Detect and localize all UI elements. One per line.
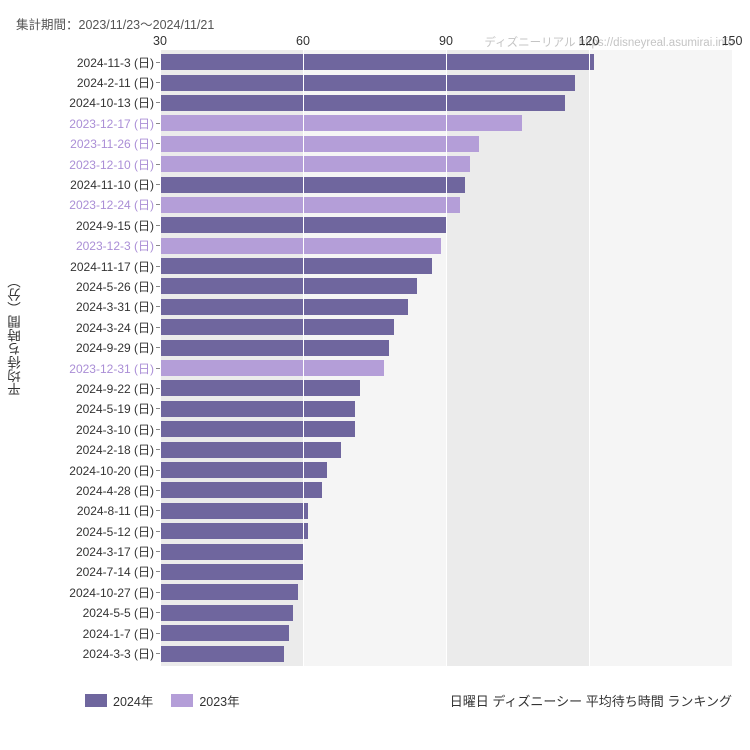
bar (160, 95, 565, 111)
y-tick-label: 2024-11-10 (日) (70, 176, 154, 193)
bar (160, 177, 465, 193)
y-tick-label: 2024-2-18 (日) (76, 441, 154, 458)
bar (160, 380, 360, 396)
y-tick-label: 2024-9-22 (日) (76, 380, 154, 397)
bar (160, 299, 408, 315)
y-tick-label: 2023-12-17 (日) (69, 115, 154, 132)
y-tick-label: 2024-5-5 (日) (83, 604, 154, 621)
y-tick-label: 2024-11-17 (日) (70, 258, 154, 275)
y-tick-label: 2024-5-12 (日) (76, 523, 154, 540)
bar (160, 503, 308, 519)
x-tick-label: 120 (579, 34, 600, 48)
bar (160, 584, 298, 600)
x-tick-label: 150 (722, 34, 743, 48)
bar (160, 258, 432, 274)
bar (160, 54, 594, 70)
y-tick-label: 2024-2-11 (日) (77, 74, 154, 91)
gridline (446, 50, 447, 666)
bar (160, 238, 441, 254)
y-tick-label: 2024-8-11 (日) (77, 502, 154, 519)
bar (160, 278, 417, 294)
bar (160, 462, 327, 478)
bar (160, 340, 389, 356)
gridline (732, 50, 733, 666)
y-tick-label: 2023-12-24 (日) (69, 196, 154, 213)
y-tick-label: 2023-12-31 (日) (69, 360, 154, 377)
bar (160, 136, 479, 152)
subtitle-text: 集計期間：2023/11/23～2024/11/21 (16, 14, 214, 33)
bar (160, 156, 470, 172)
y-tick-label: 2024-3-24 (日) (76, 319, 154, 336)
legend-label: 2023年 (199, 691, 239, 710)
y-axis-title: 平均待ち時間（分） (6, 274, 26, 396)
gridline (160, 50, 161, 666)
y-tick-label: 2024-10-20 (日) (69, 462, 154, 479)
y-tick-label: 2024-3-31 (日) (76, 298, 154, 315)
bar (160, 544, 303, 560)
bar (160, 421, 355, 437)
legend-label: 2024年 (113, 691, 153, 710)
gridline (303, 50, 304, 666)
y-tick-label: 2023-12-3 (日) (76, 237, 154, 254)
bar (160, 625, 289, 641)
y-tick-label: 2024-5-19 (日) (76, 400, 154, 417)
bar (160, 442, 341, 458)
legend-swatch (171, 694, 193, 707)
y-tick-label: 2024-10-27 (日) (69, 584, 154, 601)
y-tick-label: 2024-1-7 (日) (83, 625, 154, 642)
x-tick-label: 30 (153, 34, 167, 48)
bar (160, 523, 308, 539)
y-tick-label: 2023-12-10 (日) (69, 156, 154, 173)
legend-item: 2023年 (171, 691, 239, 710)
chart-plot-area: 2024-11-3 (日)2024-2-11 (日)2024-10-13 (日)… (160, 50, 732, 666)
bar (160, 646, 284, 662)
y-tick-label: 2024-7-14 (日) (76, 563, 154, 580)
y-tick-label: 2023-11-26 (日) (70, 135, 154, 152)
y-tick-label: 2024-4-28 (日) (76, 482, 154, 499)
y-tick-label: 2024-9-15 (日) (76, 217, 154, 234)
bar (160, 197, 460, 213)
legend-item: 2024年 (85, 691, 153, 710)
y-tick-label: 2024-5-26 (日) (76, 278, 154, 295)
bar (160, 75, 575, 91)
x-tick-label: 90 (439, 34, 453, 48)
bar (160, 360, 384, 376)
caption-text: 日曜日 ディズニーシー 平均待ち時間 ランキング (450, 691, 732, 710)
bar (160, 319, 394, 335)
gridline (589, 50, 590, 666)
x-tick-label: 60 (296, 34, 310, 48)
bar (160, 605, 293, 621)
y-tick-label: 2024-9-29 (日) (76, 339, 154, 356)
y-tick-label: 2024-3-10 (日) (76, 421, 154, 438)
y-tick-label: 2024-3-3 (日) (83, 645, 154, 662)
bar (160, 401, 355, 417)
bar (160, 564, 303, 580)
bar (160, 482, 322, 498)
legend: 2024年 2023年 (85, 691, 240, 710)
bar (160, 115, 522, 131)
y-tick-label: 2024-10-13 (日) (69, 94, 154, 111)
legend-swatch (85, 694, 107, 707)
y-tick-label: 2024-11-3 (日) (77, 54, 154, 71)
y-tick-label: 2024-3-17 (日) (76, 543, 154, 560)
